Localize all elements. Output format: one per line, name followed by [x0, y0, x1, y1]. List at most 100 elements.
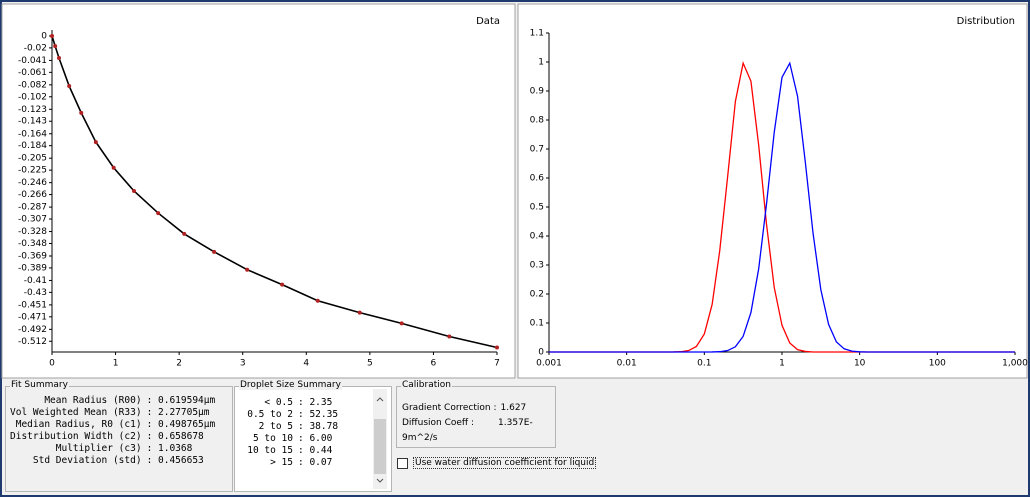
x-tick-label: 7	[494, 359, 500, 369]
row: Vol Weighted Mean (R33) : 2.27705µm	[10, 407, 215, 419]
y-tick-label: -0.143	[18, 117, 47, 127]
calibration-group: Calibration Gradient Correction :1.627 Di…	[396, 380, 556, 448]
row: Distribution Width (c2): 0.658678	[10, 431, 215, 443]
x-tick-label: 5	[367, 359, 373, 369]
row-value: : 0.456653	[146, 455, 204, 466]
calibration-row: Gradient Correction :1.627	[402, 401, 555, 416]
y-tick-label: 0.9	[530, 87, 545, 97]
y-tick-label: -0.225	[18, 166, 47, 176]
scroll-down[interactable]	[376, 478, 384, 483]
y-tick-label: -0.307	[18, 215, 47, 225]
data-point	[53, 44, 58, 49]
y-tick-label: -0.02	[24, 43, 47, 53]
data-point	[495, 345, 499, 350]
group-title: Calibration	[401, 380, 452, 390]
chart-panel	[1, 3, 516, 379]
row-value: : 38.78	[298, 421, 339, 432]
fit-summary-group: Fit Summary Mean Radius (R00): 0.619594µ…	[5, 380, 233, 492]
scroll-up[interactable]	[376, 397, 384, 402]
y-tick-label: -0.41	[24, 276, 47, 286]
x-tick-label: 1,000	[1002, 359, 1028, 369]
chart-title: Distribution	[957, 16, 1015, 27]
data-point	[56, 56, 61, 61]
row-value: : 0.498765µm	[146, 419, 216, 430]
data-point	[399, 321, 404, 326]
row-label: 5 to 10	[252, 433, 293, 444]
data-point	[111, 165, 116, 170]
row: < 0.5 : 2.35	[243, 397, 338, 409]
y-tick-label: -0.348	[18, 239, 47, 249]
x-tick-label: 100	[929, 359, 946, 369]
x-tick-label: 0.001	[536, 359, 562, 369]
row-value: : 0.07	[298, 457, 333, 468]
checkbox-row[interactable]: Use water diffusion coefficient for liqu…	[397, 457, 597, 469]
y-tick-label: -0.328	[18, 227, 47, 237]
y-tick-label: -0.492	[18, 325, 47, 335]
droplet-summary-group: Droplet Size Summary < 0.5 : 2.35 0.5 to 2…	[234, 380, 392, 492]
y-tick-label: -0.205	[18, 154, 47, 164]
row-value: : 52.35	[298, 409, 339, 420]
data-point	[132, 189, 137, 193]
calibration-value: 1.357E-9m^2/s	[402, 418, 533, 443]
row-label: < 0.5	[264, 397, 293, 408]
row-label: 2 to 5	[258, 421, 293, 432]
y-tick-label: -0.164	[18, 129, 47, 139]
data-point	[79, 110, 84, 115]
data-point	[50, 33, 54, 38]
y-tick-label: -0.389	[18, 263, 47, 273]
y-tick-label: -0.287	[18, 203, 47, 213]
row-label: Distribution Width (c2)	[10, 431, 142, 442]
y-tick-label: 0.6	[530, 174, 545, 184]
x-tick-label: 1	[779, 359, 785, 369]
row: Multiplier (c3): 1.0368	[10, 443, 215, 455]
y-tick-label: 0.8	[530, 116, 545, 126]
checkbox[interactable]	[397, 457, 408, 469]
data-point	[156, 211, 161, 216]
data-point	[315, 298, 320, 303]
y-tick-label: 0.2	[530, 290, 544, 300]
scrollbar[interactable]	[373, 389, 387, 489]
x-tick-label: 0.1	[697, 359, 711, 369]
y-tick-label: -0.369	[18, 251, 47, 261]
row-label: Vol Weighted Mean (R33)	[10, 407, 142, 418]
group-title: Droplet Size Summary	[239, 380, 342, 390]
y-tick-label: -0.061	[18, 68, 47, 78]
calibration-value: 1.627	[500, 403, 527, 413]
row-value: : 2.35	[298, 397, 333, 408]
fit-summary-table: Mean Radius (R00): 0.619594µm Vol Weighte…	[10, 395, 215, 467]
y-tick-label: 0	[538, 348, 544, 358]
x-tick-label: 3	[240, 359, 246, 369]
y-tick-label: 1	[538, 58, 544, 68]
data-point	[357, 310, 362, 315]
y-tick-label: -0.43	[24, 288, 47, 298]
data-point	[280, 282, 285, 287]
data-point	[212, 249, 217, 254]
y-tick-label: -0.451	[18, 300, 47, 310]
row: Median Radius, R0 (c1): 0.498765µm	[10, 419, 215, 431]
y-tick-label: 0.7	[530, 145, 544, 155]
y-tick-label: -0.123	[18, 105, 47, 115]
chart-panel	[517, 3, 1028, 379]
chart-title: Data	[476, 16, 500, 27]
y-tick-label: 0.5	[530, 203, 544, 213]
row: 0.5 to 2: 52.35	[243, 409, 338, 421]
row: > 15: 0.07	[243, 457, 338, 469]
y-tick-label: -0.082	[18, 80, 47, 90]
x-tick-label: 4	[303, 359, 309, 369]
data-point	[182, 231, 187, 236]
distribution-line	[549, 61, 1015, 353]
y-tick-label: 0.1	[530, 319, 544, 329]
calibration-list: Gradient Correction :1.627 Diffusion Coef…	[402, 401, 555, 446]
charts: Data 0 -0.02 -0.041 -0.061 -0.082 -0.102 -0.123…	[1, 3, 1028, 379]
data-point	[447, 334, 452, 339]
row: 5 to 10: 6.00	[243, 433, 338, 445]
y-tick-label: -0.246	[18, 178, 47, 188]
droplet-summary-table: < 0.5: 2.35 0.5 to 2: 52.35 2 to 5: 38.78 5…	[243, 397, 338, 469]
row: 10 to 15: 0.44	[243, 445, 338, 457]
scroll-thumb[interactable]	[374, 419, 386, 474]
row-value: : 2.27705µm	[146, 407, 210, 418]
checkbox-label[interactable]: Use water diffusion coefficient for liqu…	[413, 457, 597, 469]
fit-line	[51, 35, 498, 349]
y-tick-label: -0.041	[18, 56, 47, 66]
x-tick-label: 10	[854, 359, 866, 369]
